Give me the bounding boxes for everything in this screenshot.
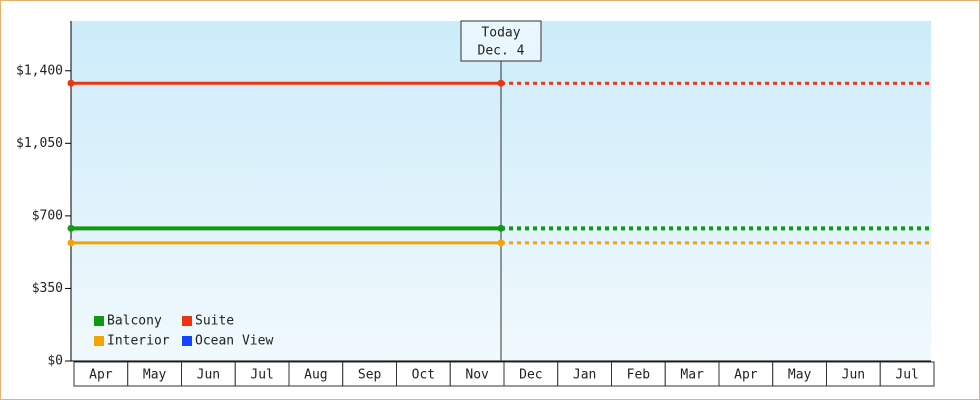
y-tick-label: $0: [47, 354, 63, 369]
x-tick-label: May: [788, 368, 812, 383]
x-tick-label: Sep: [358, 368, 382, 383]
x-tick-label: Mar: [680, 368, 704, 383]
x-tick-cell: [826, 361, 881, 387]
point: [67, 224, 75, 232]
x-tick-cell: [772, 361, 827, 387]
y-tick-label: $1,050: [16, 136, 63, 151]
x-tick-label: Nov: [465, 368, 489, 383]
today-label: Dec. 4: [478, 44, 525, 59]
x-tick-cell: [557, 361, 612, 387]
x-tick-cell: [879, 361, 935, 387]
x-tick-label: Dec: [519, 368, 542, 383]
x-tick-cell: [503, 361, 559, 387]
x-tick-cell: [396, 361, 451, 387]
y-tick-label: $700: [32, 208, 63, 223]
x-tick-label: Aug: [304, 368, 327, 383]
x-tick-cell: [181, 361, 236, 387]
x-tick-cell: [342, 361, 397, 387]
x-tick-label: Jun: [842, 368, 865, 383]
x-tick-cell: [288, 361, 344, 387]
x-tick-label: Apr: [89, 368, 113, 383]
legend-swatch: [182, 336, 192, 346]
legend-swatch: [94, 336, 104, 346]
x-tick-label: May: [143, 368, 167, 383]
today-box: [460, 20, 542, 62]
x-tick-label: Jan: [573, 368, 596, 383]
y-tick-label: $350: [32, 281, 63, 296]
x-tick-cell: [234, 361, 290, 387]
x-tick-cell: [127, 361, 182, 387]
x-tick-label: Jul: [250, 368, 273, 383]
point: [497, 239, 505, 247]
y-tick-label: $1,400: [16, 63, 63, 78]
legend-label: Balcony: [107, 314, 162, 329]
point: [67, 79, 75, 87]
x-tick-label: Feb: [627, 368, 651, 383]
legend-label: Interior: [107, 334, 170, 349]
today-label: Today: [481, 26, 520, 41]
point: [497, 79, 505, 87]
point: [497, 224, 505, 232]
legend-label: Ocean View: [195, 334, 273, 349]
legend-label: Suite: [195, 314, 234, 329]
point: [67, 239, 75, 247]
legend-swatch: [94, 316, 104, 326]
x-tick-cell: [449, 361, 505, 387]
x-tick-label: Jun: [197, 368, 220, 383]
legend-swatch: [182, 316, 192, 326]
x-tick-label: Oct: [412, 368, 435, 383]
x-tick-label: Jul: [895, 368, 918, 383]
x-tick-cell: [611, 361, 666, 387]
x-tick-label: Apr: [734, 368, 758, 383]
x-tick-cell: [718, 361, 774, 387]
